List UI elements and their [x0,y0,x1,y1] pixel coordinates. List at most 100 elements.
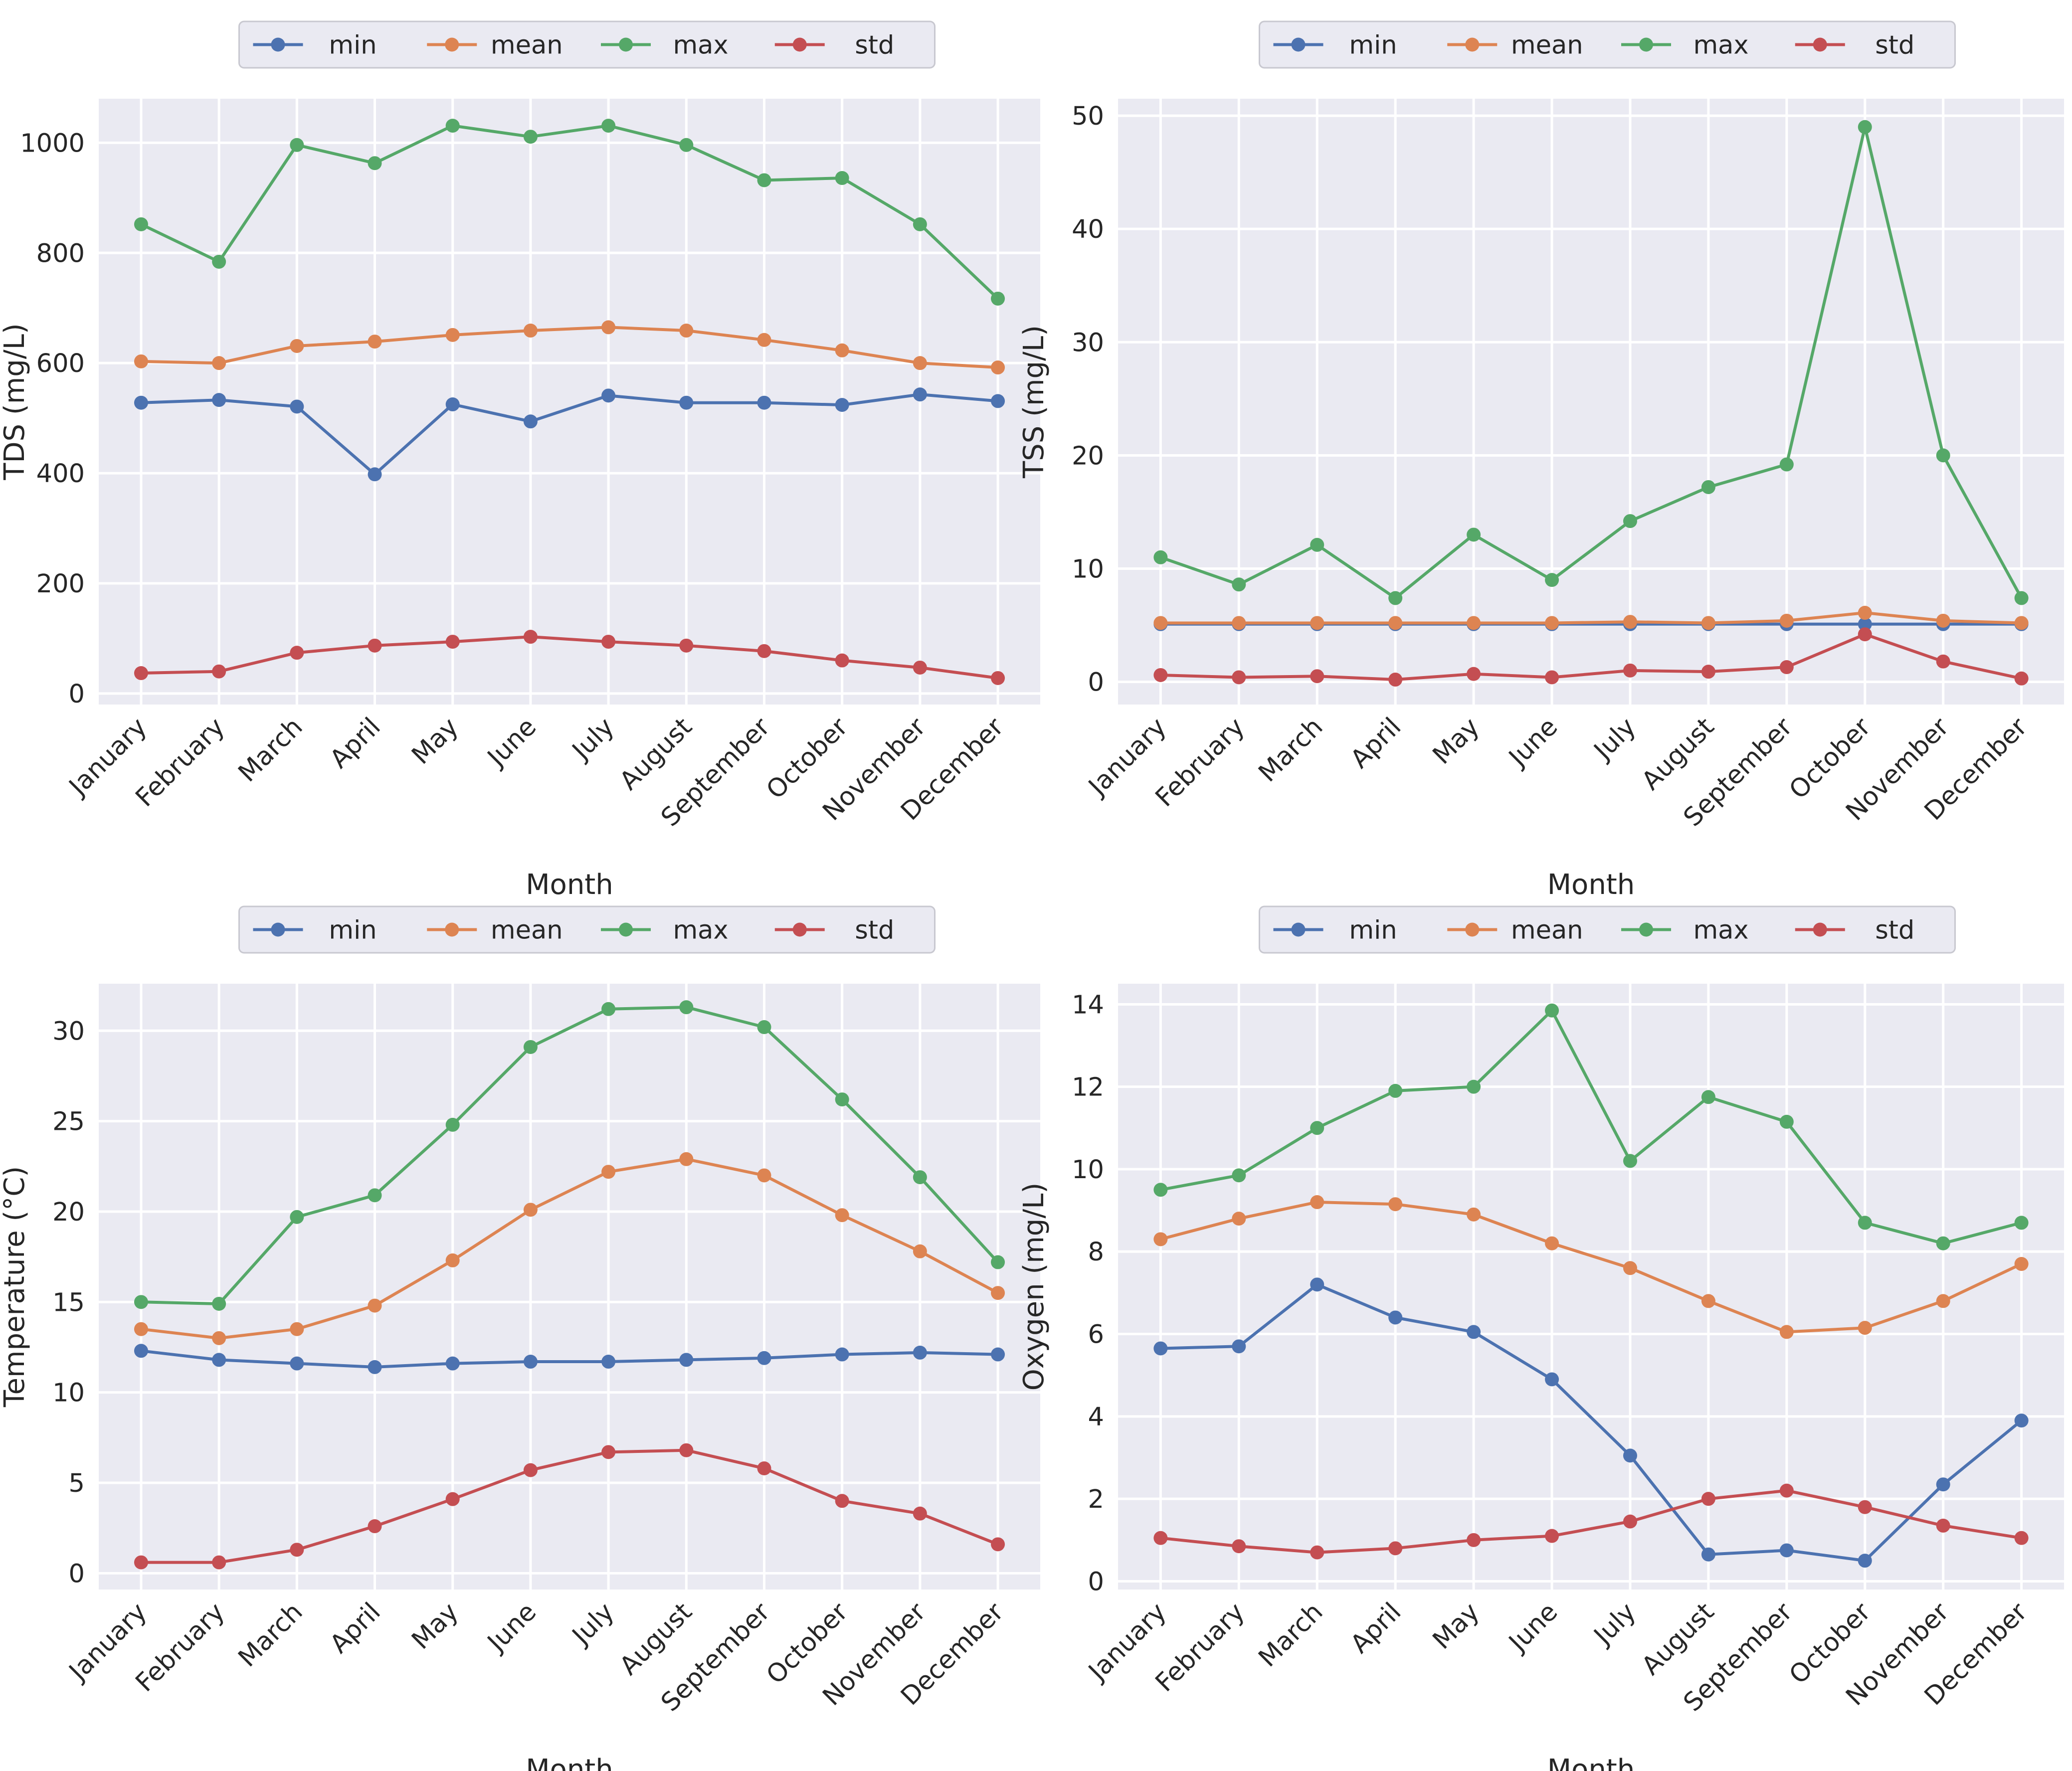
point-min-july [1623,1448,1637,1463]
x-axis-label: Month [526,869,613,901]
legend-marker-max [619,37,633,52]
legend: min mean max std [1259,20,1956,69]
legend: min mean max std [238,20,936,69]
point-mean-october [1858,606,1872,620]
point-std-august [1701,665,1715,679]
y-tick-label: 200 [36,569,85,599]
point-mean-july [1623,615,1637,629]
point-mean-december [991,1286,1005,1300]
point-max-april [1388,591,1403,605]
point-max-february [1232,577,1246,592]
y-tick-label: 6 [1088,1320,1104,1350]
point-max-october [835,1092,849,1107]
point-max-february [212,1296,226,1311]
legend-marker-mean [445,922,459,937]
point-std-april [1388,673,1403,687]
series-line-min [140,1349,999,1369]
point-std-october [1858,627,1872,642]
point-std-may [1467,667,1481,681]
point-min-september [1779,1543,1794,1558]
point-mean-may [1467,616,1481,630]
point-mean-april [1388,1197,1403,1212]
series-line-max [140,1006,999,1305]
point-mean-september [1779,613,1794,628]
point-mean-march [1310,616,1324,630]
point-max-october [1858,1216,1872,1230]
legend-label-max: max [673,916,728,945]
point-std-february [212,1555,226,1570]
point-min-january [134,395,148,410]
legend-label-std: std [1875,916,1914,945]
point-max-december [991,291,1005,306]
point-max-april [368,156,382,171]
y-axis-label: Oxygen (mg/L) [1018,1183,1050,1391]
point-mean-september [757,1168,771,1183]
point-mean-march [290,339,304,353]
point-std-november [1936,654,1950,669]
point-std-september [757,644,771,658]
legend-label-mean: mean [491,31,563,60]
point-min-october [1858,617,1872,631]
point-max-august [1701,1090,1715,1104]
point-max-december [991,1255,1005,1269]
y-tick-label: 10 [1072,1155,1104,1185]
legend-label-max: max [1693,916,1748,945]
y-tick-label: 12 [1072,1073,1104,1102]
point-std-august [679,1443,694,1457]
y-tick-label: 0 [1088,668,1104,698]
point-std-march [1310,1545,1324,1560]
point-std-march [1310,669,1324,684]
point-max-january [1153,550,1168,564]
y-tick-label: 0 [69,680,85,709]
series-line-min [140,393,999,476]
y-tick-label: 5 [69,1469,85,1498]
point-min-september [757,1351,771,1365]
point-max-november [1936,448,1950,463]
point-max-march [1310,537,1324,552]
point-max-april [368,1188,382,1203]
legend-marker-min [271,37,285,52]
point-mean-october [835,343,849,357]
point-mean-july [601,1165,616,1179]
point-mean-january [134,1322,148,1336]
y-tick-label: 30 [52,1017,85,1046]
y-tick-label: 400 [36,459,85,489]
point-mean-august [1701,1294,1715,1308]
x-axis-label: Month [1547,869,1635,901]
point-std-september [1779,660,1794,675]
point-min-march [290,1356,304,1371]
point-mean-february [1232,1212,1246,1226]
point-max-september [1779,457,1794,472]
point-mean-august [679,1152,694,1166]
point-std-june [1545,670,1559,685]
legend-label-min: min [1349,31,1397,60]
point-mean-may [445,1253,460,1267]
legend-label-max: max [1693,31,1748,60]
y-tick-label: 2 [1088,1485,1104,1514]
point-max-september [757,173,771,187]
point-max-september [757,1020,771,1035]
legend-frame [238,905,936,954]
point-max-april [1388,1083,1403,1098]
point-mean-july [601,320,616,335]
point-min-october [835,398,849,412]
point-std-january [1153,668,1168,682]
point-max-august [1701,480,1715,494]
point-mean-june [1545,1236,1559,1250]
point-std-june [523,630,538,644]
plot-area [99,984,1040,1590]
point-mean-february [212,356,226,370]
legend-marker-std [1813,922,1827,937]
point-std-april [1388,1541,1403,1556]
series-line-max [1159,1009,2023,1245]
point-min-july [601,1355,616,1369]
point-max-february [212,254,226,269]
point-mean-august [1701,616,1715,630]
point-min-may [1467,1325,1481,1339]
point-max-december [2014,1216,2029,1230]
point-min-december [991,394,1005,408]
point-max-march [290,1210,304,1224]
legend: min mean max std [238,905,936,954]
point-max-july [601,119,616,133]
point-max-january [134,217,148,231]
